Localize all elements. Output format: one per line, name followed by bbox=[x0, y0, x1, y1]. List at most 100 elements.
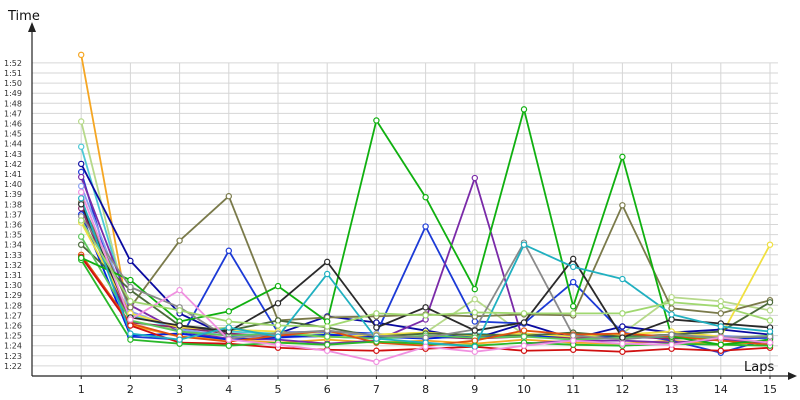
y-tick-label: 1:33 bbox=[4, 251, 22, 260]
data-point bbox=[717, 323, 725, 330]
data-point bbox=[668, 294, 675, 301]
data-point bbox=[225, 342, 232, 349]
data-point bbox=[127, 330, 134, 337]
x-tick-label: 8 bbox=[422, 383, 429, 396]
y-tick-label: 1:37 bbox=[4, 210, 22, 219]
y-tick-label: 1:36 bbox=[4, 221, 22, 230]
data-point bbox=[668, 331, 675, 338]
y-tick-label: 1:40 bbox=[4, 180, 22, 189]
data-point bbox=[619, 310, 626, 317]
data-point bbox=[77, 173, 85, 181]
data-point bbox=[471, 296, 478, 303]
data-point bbox=[570, 337, 577, 344]
y-tick-label: 1:39 bbox=[4, 190, 22, 199]
data-point bbox=[471, 337, 478, 344]
data-point bbox=[127, 257, 134, 265]
data-point bbox=[77, 217, 85, 224]
data-point bbox=[225, 247, 232, 254]
data-point bbox=[668, 299, 675, 306]
data-point bbox=[373, 310, 380, 317]
data-point bbox=[570, 263, 577, 271]
data-point bbox=[471, 343, 478, 350]
data-point bbox=[373, 335, 380, 342]
data-point bbox=[520, 106, 528, 113]
data-point bbox=[471, 327, 478, 334]
x-tick-label: 2 bbox=[127, 383, 134, 396]
data-point bbox=[471, 348, 478, 355]
data-point bbox=[176, 336, 183, 343]
x-tick-label: 9 bbox=[471, 383, 478, 396]
y-tick-label: 1:22 bbox=[4, 362, 22, 371]
data-point bbox=[274, 341, 282, 348]
data-point bbox=[324, 347, 331, 354]
data-point bbox=[471, 285, 478, 293]
data-point bbox=[717, 310, 725, 317]
y-tick-label: 1:52 bbox=[4, 59, 22, 68]
data-point bbox=[77, 143, 85, 150]
data-point bbox=[373, 358, 380, 366]
y-tick-label: 1:30 bbox=[4, 281, 22, 290]
data-point bbox=[570, 303, 577, 310]
x-tick-label: 10 bbox=[517, 383, 531, 396]
y-tick-label: 1:23 bbox=[4, 352, 22, 361]
x-tick-label: 3 bbox=[176, 383, 183, 396]
data-point bbox=[520, 327, 528, 334]
data-point bbox=[324, 318, 331, 325]
data-point bbox=[77, 118, 85, 125]
y-tick-label: 1:44 bbox=[4, 140, 22, 149]
data-point bbox=[668, 316, 675, 323]
data-point bbox=[422, 194, 429, 201]
data-point bbox=[471, 318, 478, 325]
data-point bbox=[176, 322, 183, 329]
y-tick-label: 1:29 bbox=[4, 291, 22, 300]
x-tick-label: 5 bbox=[275, 383, 282, 396]
x-tick-label: 11 bbox=[566, 383, 580, 396]
data-point bbox=[77, 195, 85, 202]
data-point bbox=[77, 233, 85, 240]
y-axis-arrow bbox=[28, 22, 36, 32]
y-tick-label: 1:42 bbox=[4, 160, 22, 169]
y-tick-label: 1:48 bbox=[4, 99, 22, 108]
data-point bbox=[373, 319, 380, 326]
y-tick-label: 1:35 bbox=[4, 231, 22, 240]
y-tick-label: 1:51 bbox=[4, 69, 22, 78]
y-tick-label: 1:32 bbox=[4, 261, 22, 270]
data-point bbox=[274, 333, 282, 340]
x-tick-label: 1 bbox=[78, 383, 85, 396]
data-point bbox=[77, 254, 85, 262]
data-point bbox=[77, 182, 85, 190]
data-point bbox=[422, 334, 429, 341]
data-point bbox=[619, 153, 626, 161]
x-tick-label: 13 bbox=[665, 383, 679, 396]
data-point bbox=[127, 276, 134, 284]
data-point bbox=[422, 304, 429, 311]
data-point bbox=[570, 346, 577, 353]
x-tick-label: 12 bbox=[615, 383, 629, 396]
data-point bbox=[127, 298, 134, 305]
data-point bbox=[324, 323, 331, 330]
data-point bbox=[324, 258, 331, 266]
data-point bbox=[717, 347, 725, 354]
y-axis-label: Time bbox=[7, 9, 40, 24]
data-point bbox=[766, 333, 774, 340]
data-point bbox=[77, 160, 85, 168]
y-tick-label: 1:50 bbox=[4, 79, 22, 88]
data-point bbox=[471, 174, 478, 182]
data-point bbox=[77, 51, 85, 59]
data-point bbox=[717, 328, 725, 335]
data-point bbox=[127, 283, 134, 291]
data-point bbox=[570, 278, 577, 286]
data-point bbox=[373, 117, 380, 124]
x-tick-label: 7 bbox=[373, 383, 380, 396]
data-point bbox=[520, 342, 528, 349]
y-tick-label: 1:27 bbox=[4, 311, 22, 320]
data-point bbox=[77, 241, 85, 248]
data-point bbox=[422, 343, 429, 350]
data-point bbox=[570, 310, 577, 317]
x-tick-label: 15 bbox=[763, 383, 777, 396]
x-tick-label: 6 bbox=[324, 383, 331, 396]
data-point bbox=[668, 311, 675, 318]
data-point bbox=[570, 332, 577, 339]
y-tick-label: 1:47 bbox=[4, 109, 22, 118]
y-tick-label: 1:49 bbox=[4, 89, 22, 98]
